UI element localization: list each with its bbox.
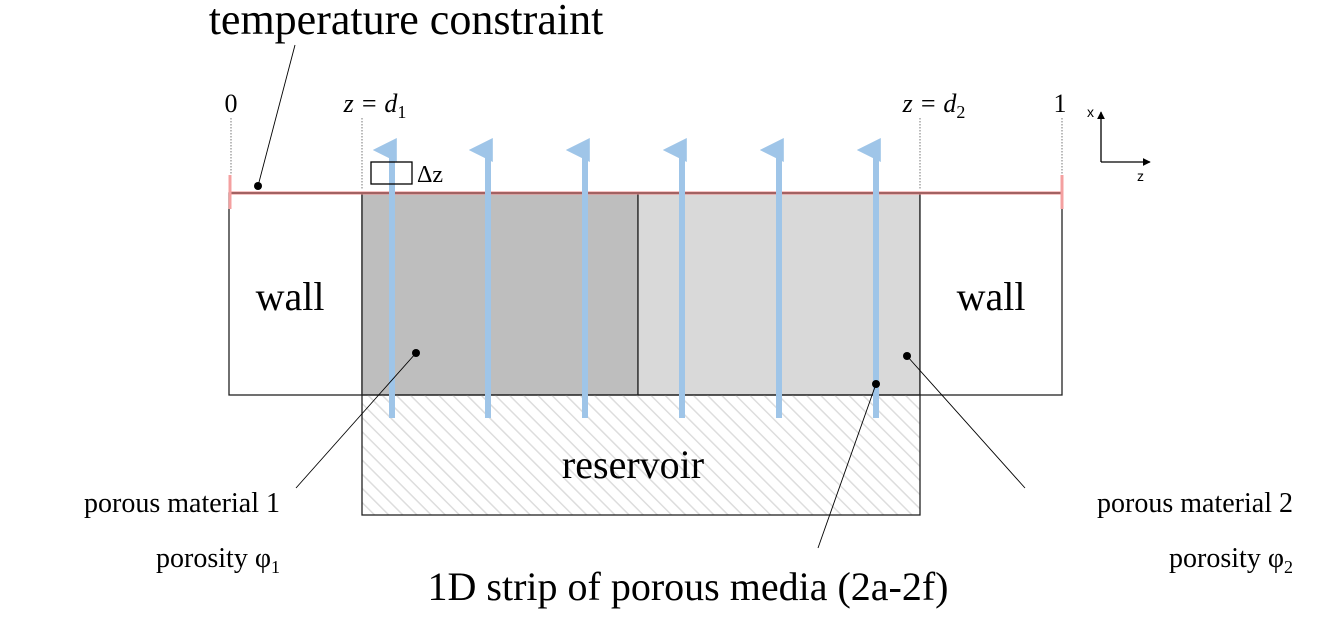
wall-label: wall [957,274,1026,319]
marker: 0 [225,89,238,118]
wall-left [228,192,363,396]
marker: z = d1 [343,89,407,122]
z-label: z [1137,168,1144,184]
porosity-label: porosity φ1 [156,543,280,577]
markers: 0 z = d1 z = d2 1 [225,89,1067,122]
axis-labels: x z [1087,104,1144,184]
wall-right [919,192,1063,396]
porous-1 [361,192,639,396]
porosity-label: porosity φ2 [1169,543,1293,577]
cell-label: Δz [417,162,443,188]
flow-arrows [372,138,881,418]
reservoir [361,394,921,516]
title: temperature constraint [209,0,604,44]
side-labels: porous material 1 porosity φ1 porous mat… [84,488,1293,577]
guides [230,118,1063,190]
material-label: porous material 2 [1097,488,1293,519]
axes [1097,111,1151,166]
dots [254,182,911,388]
leaders [257,44,1026,549]
material-label: porous material 1 [84,488,280,519]
temperature-line [228,175,1064,209]
reservoir-label: reservoir [562,442,704,487]
marker: z = d2 [902,89,966,122]
strip-label: 1D strip of porous media (2a-2f) [428,564,949,609]
cell-box [370,161,413,185]
wall-label: wall [256,274,325,319]
x-label: x [1087,104,1094,120]
region-labels: wall wall reservoir [256,274,1026,487]
marker: 1 [1054,89,1067,118]
